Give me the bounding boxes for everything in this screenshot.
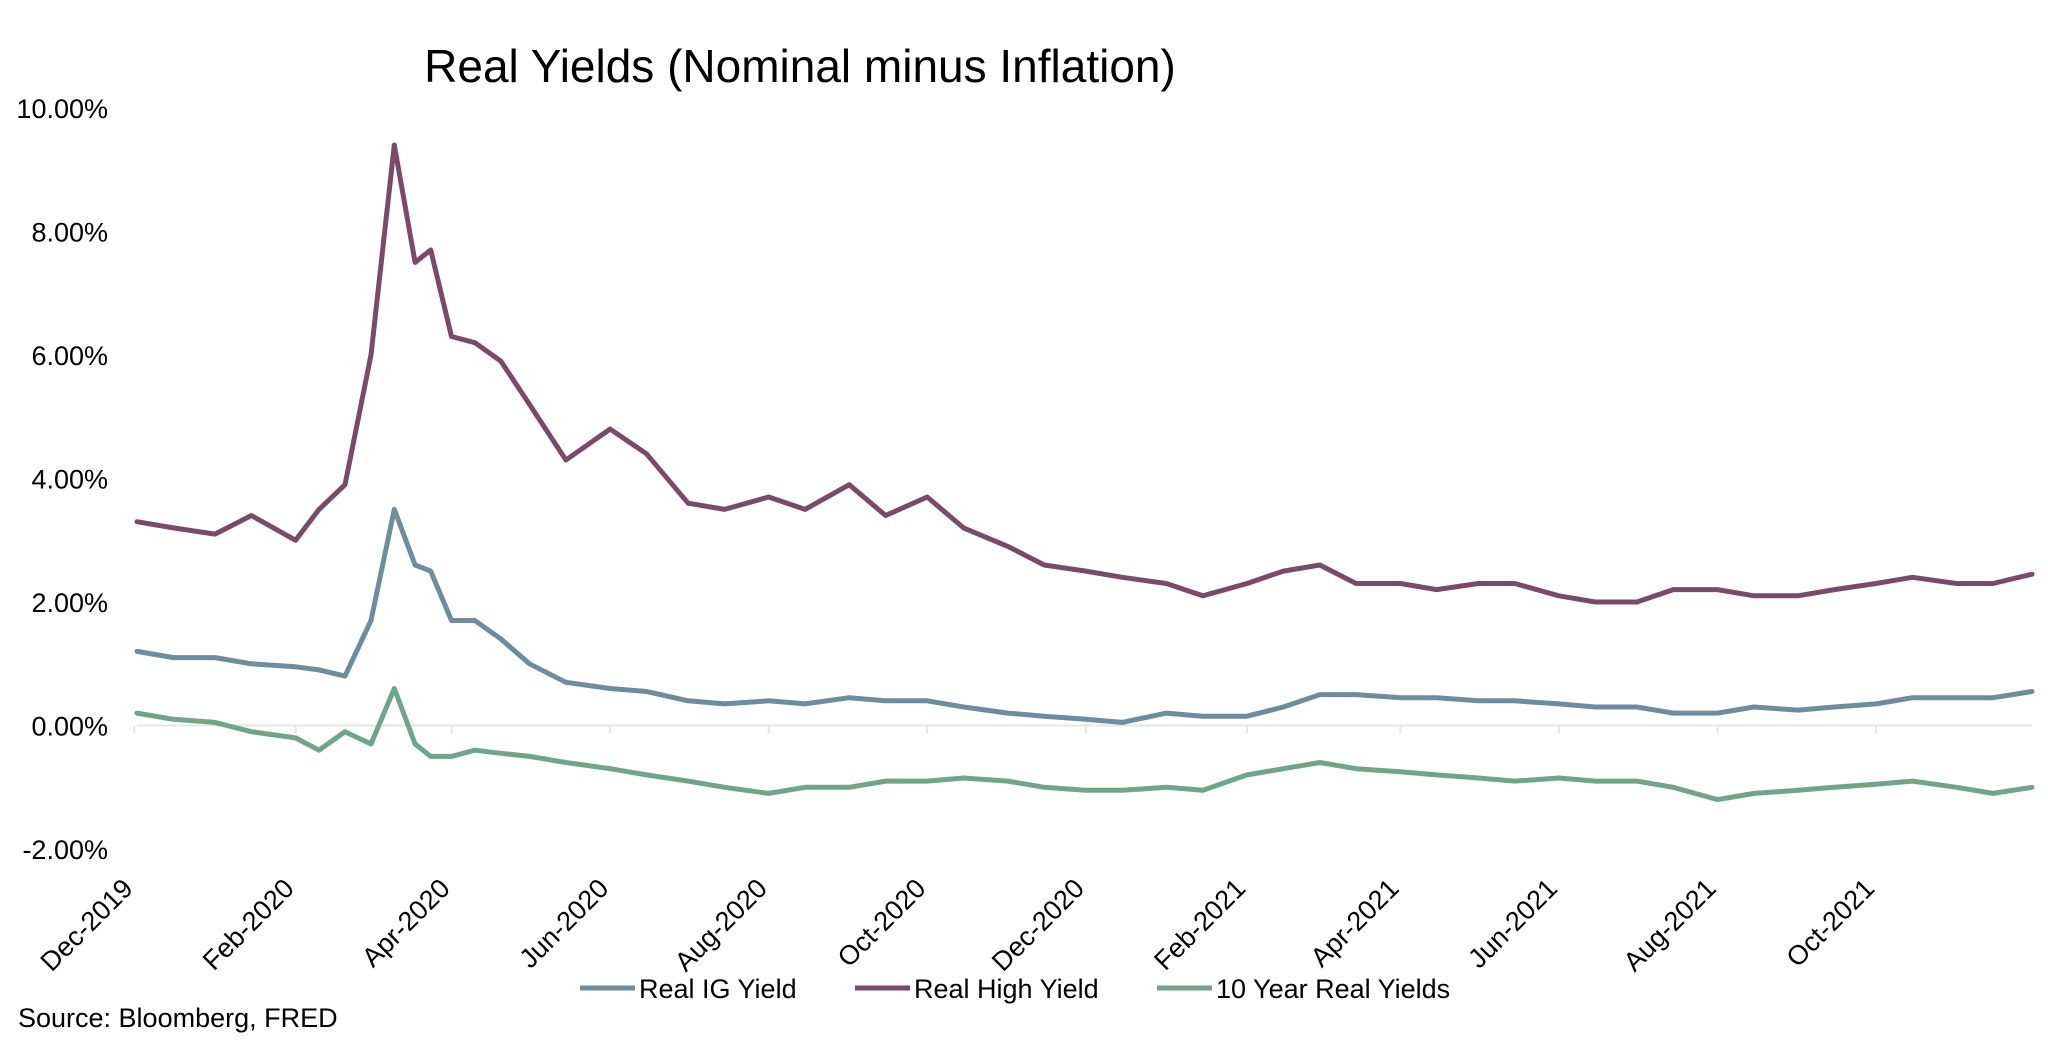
x-axis: Dec-2019 Feb-2020 Apr-2020 Jun-2020 Aug-2020… (35, 725, 1881, 977)
x-tick-label: Dec-2020 (986, 873, 1090, 977)
y-tick-label: 6.00% (31, 341, 108, 371)
legend: Real IG Yield Real High Yield 10 Year Real… (580, 974, 1450, 1004)
y-tick-label: 4.00% (31, 465, 108, 495)
y-axis: 10.00% 8.00% 6.00% 4.00% 2.00% 0.00% -2.00% (16, 94, 108, 865)
series-layer (134, 142, 2035, 803)
series-line-10-year-real-yields (134, 686, 2035, 803)
x-tick-label: Aug-2020 (669, 873, 773, 977)
series-line-real-ig-yield (134, 506, 2035, 725)
x-tick-label: Apr-2020 (356, 873, 456, 973)
x-tick-label: Feb-2021 (1148, 873, 1251, 976)
legend-label: 10 Year Real Yields (1216, 974, 1450, 1004)
series-line-real-high-yield (134, 142, 2035, 605)
y-tick-label: 10.00% (16, 94, 108, 124)
y-tick-label: -2.00% (22, 835, 108, 865)
y-tick-label: 8.00% (31, 218, 108, 248)
x-tick-label: Apr-2021 (1305, 873, 1405, 973)
legend-label: Real IG Yield (639, 974, 797, 1004)
x-tick-label: Oct-2020 (832, 873, 932, 973)
y-tick-label: 0.00% (31, 712, 108, 742)
source-note: Source: Bloomberg, FRED (18, 1003, 338, 1033)
y-tick-label: 2.00% (31, 588, 108, 618)
x-tick-label: Feb-2020 (197, 873, 300, 976)
x-tick-label: Jun-2020 (514, 873, 615, 974)
x-tick-label: Dec-2019 (35, 873, 139, 977)
x-tick-label: Oct-2021 (1781, 873, 1881, 973)
chart-title: Real Yields (Nominal minus Inflation) (424, 40, 1176, 92)
x-tick-label: Jun-2021 (1462, 873, 1563, 974)
x-tick-label: Aug-2021 (1618, 873, 1722, 977)
legend-label: Real High Yield (914, 974, 1099, 1004)
